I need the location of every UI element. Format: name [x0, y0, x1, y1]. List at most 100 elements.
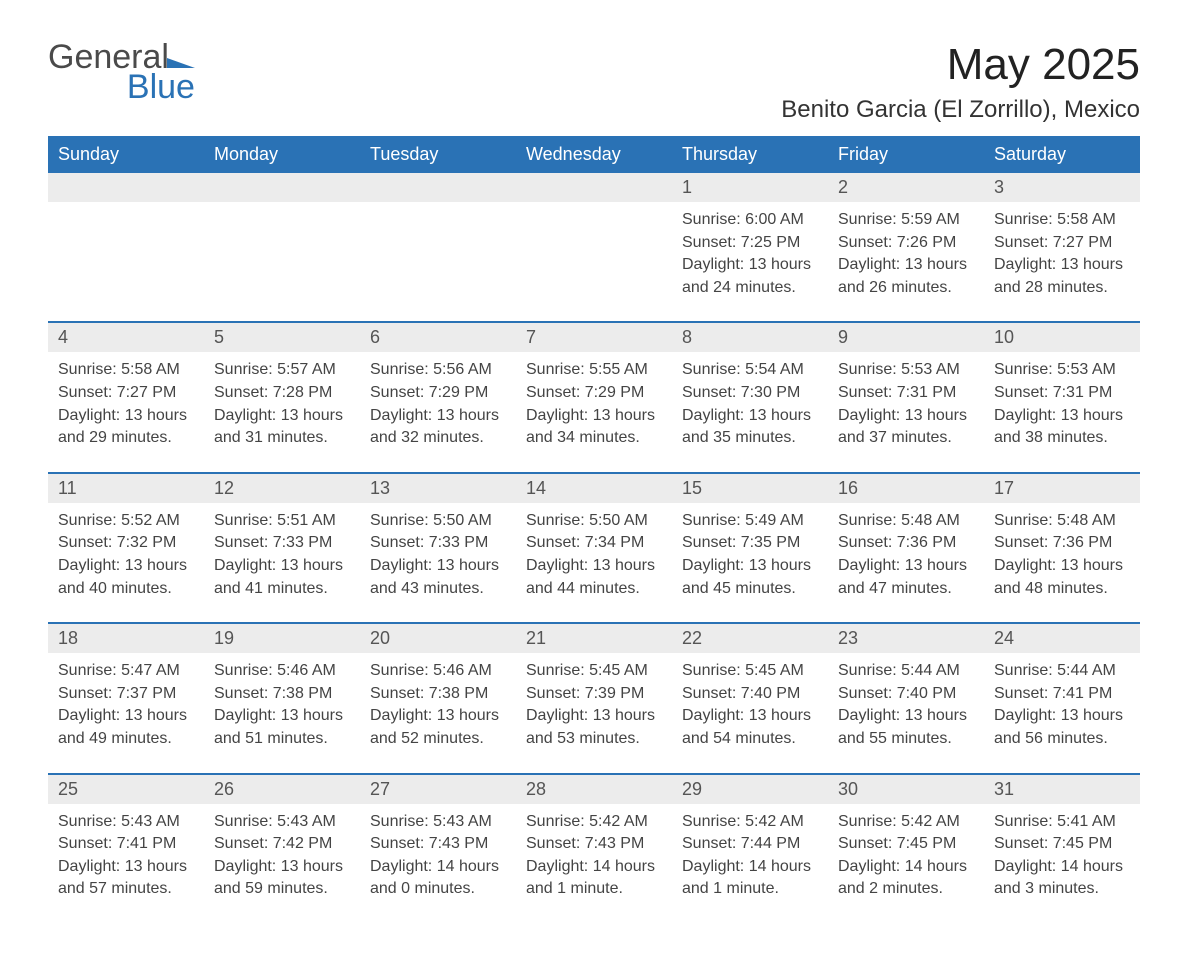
day-number: 5 [204, 323, 360, 352]
day-cell: 20Sunrise: 5:46 AMSunset: 7:38 PMDayligh… [360, 624, 516, 772]
day-content: Sunrise: 5:55 AMSunset: 7:29 PMDaylight:… [516, 352, 672, 448]
day-daylight2: and 57 minutes. [58, 878, 194, 900]
calendar: Sunday Monday Tuesday Wednesday Thursday… [48, 136, 1140, 923]
day-daylight2: and 26 minutes. [838, 277, 974, 299]
day-daylight1: Daylight: 13 hours [370, 705, 506, 727]
day-number: 14 [516, 474, 672, 503]
day-daylight1: Daylight: 14 hours [838, 856, 974, 878]
day-daylight2: and 52 minutes. [370, 728, 506, 750]
day-number: 19 [204, 624, 360, 653]
day-content: Sunrise: 5:53 AMSunset: 7:31 PMDaylight:… [828, 352, 984, 448]
day-daylight1: Daylight: 13 hours [526, 705, 662, 727]
day-sunrise: Sunrise: 5:50 AM [370, 510, 506, 532]
day-cell: 24Sunrise: 5:44 AMSunset: 7:41 PMDayligh… [984, 624, 1140, 772]
day-daylight2: and 32 minutes. [370, 427, 506, 449]
day-daylight1: Daylight: 13 hours [682, 254, 818, 276]
day-daylight1: Daylight: 13 hours [838, 705, 974, 727]
day-sunset: Sunset: 7:35 PM [682, 532, 818, 554]
day-cell: 21Sunrise: 5:45 AMSunset: 7:39 PMDayligh… [516, 624, 672, 772]
day-number: 4 [48, 323, 204, 352]
day-daylight2: and 31 minutes. [214, 427, 350, 449]
day-daylight2: and 54 minutes. [682, 728, 818, 750]
day-daylight1: Daylight: 13 hours [682, 555, 818, 577]
day-content: Sunrise: 5:48 AMSunset: 7:36 PMDaylight:… [828, 503, 984, 599]
day-daylight2: and 51 minutes. [214, 728, 350, 750]
day-sunset: Sunset: 7:37 PM [58, 683, 194, 705]
day-sunset: Sunset: 7:33 PM [214, 532, 350, 554]
day-content: Sunrise: 5:47 AMSunset: 7:37 PMDaylight:… [48, 653, 204, 749]
day-cell: 15 Sunrise: 5:49 AMSunset: 7:35 PMDayligh… [672, 474, 828, 622]
day-number: 30 [828, 775, 984, 804]
day-cell: 16Sunrise: 5:48 AMSunset: 7:36 PMDayligh… [828, 474, 984, 622]
dow-thursday: Thursday [672, 136, 828, 173]
day-daylight2: and 1 minute. [526, 878, 662, 900]
day-daylight1: Daylight: 13 hours [58, 555, 194, 577]
day-cell: 9Sunrise: 5:53 AMSunset: 7:31 PMDaylight… [828, 323, 984, 471]
day-content: Sunrise: 5:43 AMSunset: 7:43 PMDaylight:… [360, 804, 516, 900]
day-sunrise: Sunrise: 5:53 AM [994, 359, 1130, 381]
day-number: 2 [828, 173, 984, 202]
day-sunset: Sunset: 7:45 PM [838, 833, 974, 855]
day-daylight2: and 29 minutes. [58, 427, 194, 449]
day-daylight1: Daylight: 13 hours [526, 555, 662, 577]
day-sunrise: Sunrise: 5:45 AM [682, 660, 818, 682]
day-daylight1: Daylight: 13 hours [370, 555, 506, 577]
day-daylight2: and 0 minutes. [370, 878, 506, 900]
day-daylight1: Daylight: 13 hours [214, 405, 350, 427]
day-number: 17 [984, 474, 1140, 503]
day-number: 15 [672, 474, 828, 503]
week-row: 18Sunrise: 5:47 AMSunset: 7:37 PMDayligh… [48, 622, 1140, 772]
day-daylight1: Daylight: 13 hours [214, 705, 350, 727]
day-number: 23 [828, 624, 984, 653]
day-cell: 19Sunrise: 5:46 AMSunset: 7:38 PMDayligh… [204, 624, 360, 772]
day-sunrise: Sunrise: 5:44 AM [838, 660, 974, 682]
day-sunrise: Sunrise: 5:46 AM [370, 660, 506, 682]
day-daylight1: Daylight: 13 hours [838, 405, 974, 427]
day-daylight1: Daylight: 14 hours [526, 856, 662, 878]
day-number: 12 [204, 474, 360, 503]
day-cell: 7Sunrise: 5:55 AMSunset: 7:29 PMDaylight… [516, 323, 672, 471]
day-cell [360, 173, 516, 321]
day-sunset: Sunset: 7:39 PM [526, 683, 662, 705]
day-cell: 22Sunrise: 5:45 AMSunset: 7:40 PMDayligh… [672, 624, 828, 772]
day-sunset: Sunset: 7:44 PM [682, 833, 818, 855]
day-number: 27 [360, 775, 516, 804]
day-daylight2: and 56 minutes. [994, 728, 1130, 750]
day-content: Sunrise: 5:52 AMSunset: 7:32 PMDaylight:… [48, 503, 204, 599]
day-sunrise: Sunrise: 5:56 AM [370, 359, 506, 381]
day-sunrise: Sunrise: 5:58 AM [994, 209, 1130, 231]
day-number: 18 [48, 624, 204, 653]
day-number: 11 [48, 474, 204, 503]
day-daylight2: and 35 minutes. [682, 427, 818, 449]
day-daylight2: and 2 minutes. [838, 878, 974, 900]
day-sunset: Sunset: 7:42 PM [214, 833, 350, 855]
week-row: 25Sunrise: 5:43 AMSunset: 7:41 PMDayligh… [48, 773, 1140, 923]
day-number: 31 [984, 775, 1140, 804]
day-daylight1: Daylight: 14 hours [370, 856, 506, 878]
day-number [516, 173, 672, 202]
day-cell: 25Sunrise: 5:43 AMSunset: 7:41 PMDayligh… [48, 775, 204, 923]
day-content: Sunrise: 5:41 AMSunset: 7:45 PMDaylight:… [984, 804, 1140, 900]
day-sunrise: Sunrise: 5:58 AM [58, 359, 194, 381]
week-row: 1Sunrise: 6:00 AMSunset: 7:25 PMDaylight… [48, 173, 1140, 321]
day-number: 20 [360, 624, 516, 653]
dow-sunday: Sunday [48, 136, 204, 173]
day-daylight1: Daylight: 13 hours [214, 555, 350, 577]
day-cell [48, 173, 204, 321]
day-number: 28 [516, 775, 672, 804]
day-sunrise: Sunrise: 5:43 AM [214, 811, 350, 833]
day-cell: 18Sunrise: 5:47 AMSunset: 7:37 PMDayligh… [48, 624, 204, 772]
day-cell: 26Sunrise: 5:43 AMSunset: 7:42 PMDayligh… [204, 775, 360, 923]
day-daylight1: Daylight: 13 hours [682, 405, 818, 427]
day-sunrise: Sunrise: 5:50 AM [526, 510, 662, 532]
title-block: May 2025 Benito Garcia (El Zorrillo), Me… [781, 40, 1140, 124]
day-daylight2: and 3 minutes. [994, 878, 1130, 900]
day-daylight2: and 47 minutes. [838, 578, 974, 600]
day-cell: 4Sunrise: 5:58 AMSunset: 7:27 PMDaylight… [48, 323, 204, 471]
day-number: 21 [516, 624, 672, 653]
day-daylight1: Daylight: 14 hours [994, 856, 1130, 878]
day-daylight1: Daylight: 13 hours [58, 405, 194, 427]
day-sunset: Sunset: 7:31 PM [994, 382, 1130, 404]
day-sunrise: Sunrise: 5:49 AM [682, 510, 818, 532]
day-content: Sunrise: 5:54 AMSunset: 7:30 PMDaylight:… [672, 352, 828, 448]
